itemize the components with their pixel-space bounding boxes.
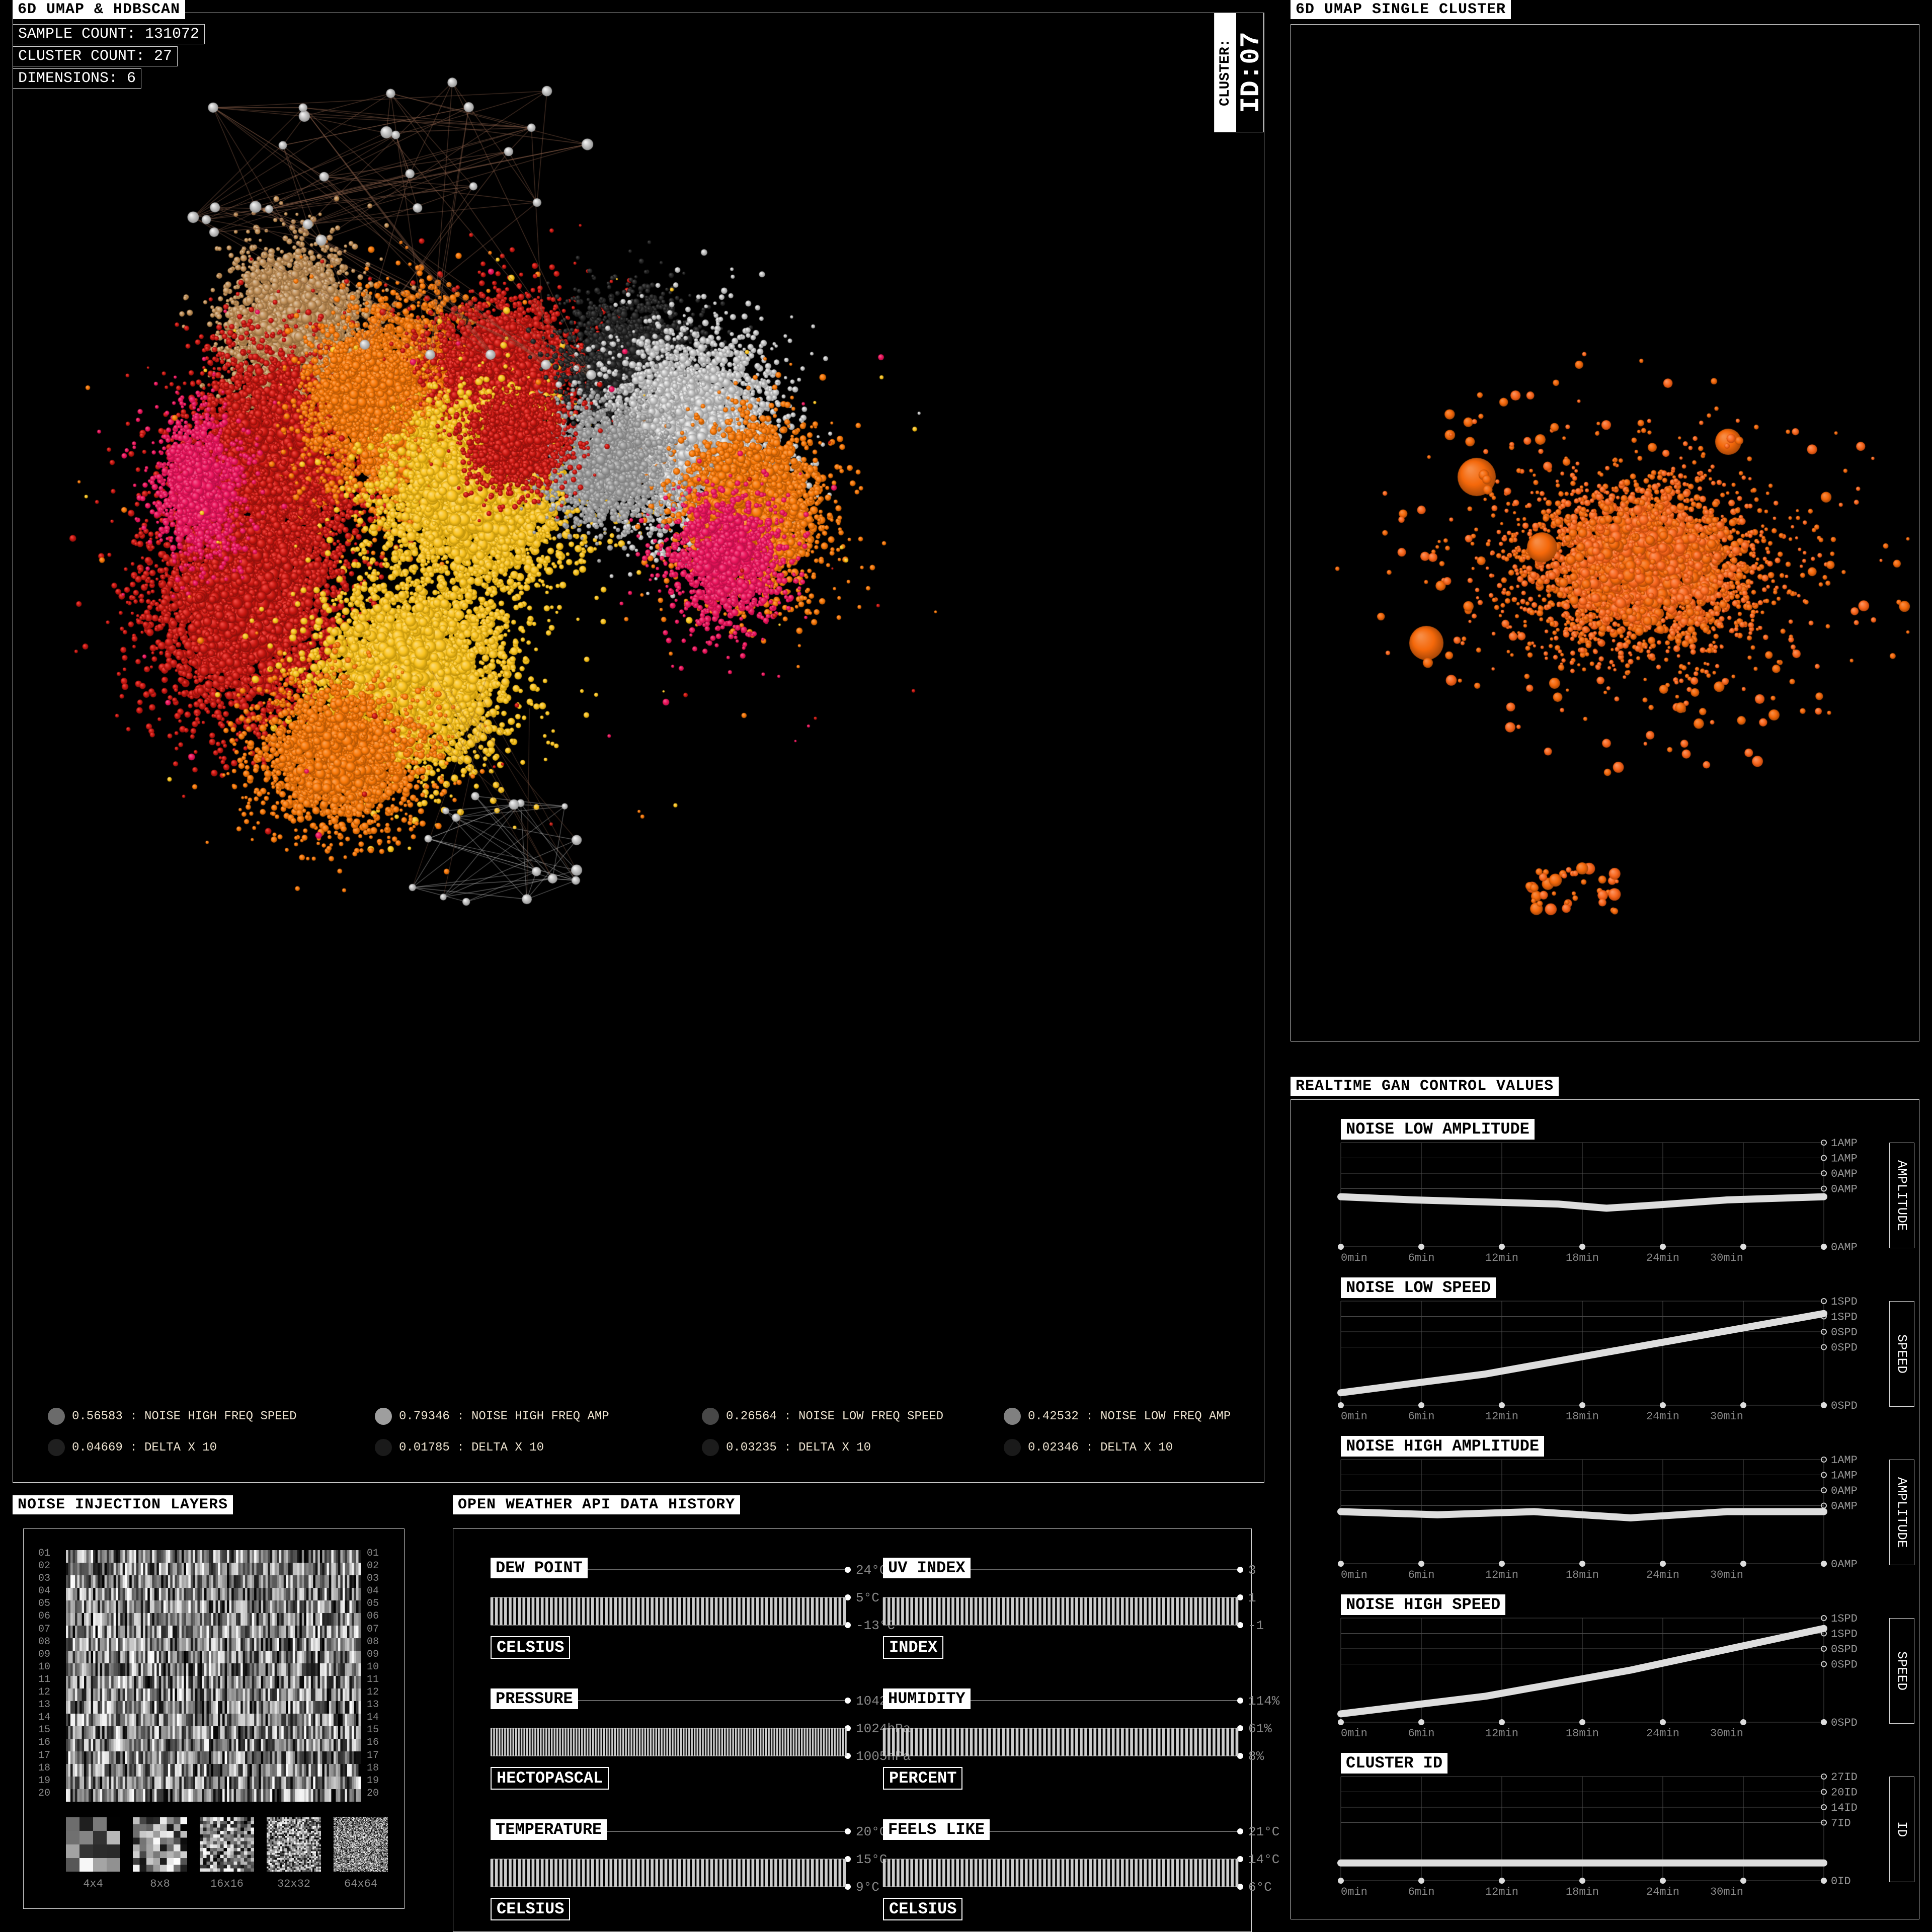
svg-text:18min: 18min: [1566, 1886, 1599, 1898]
svg-text:0SPD: 0SPD: [1831, 1342, 1858, 1354]
svg-text:0min: 0min: [1341, 1727, 1367, 1740]
svg-text:9°C: 9°C: [856, 1880, 879, 1895]
svg-text:0min: 0min: [1341, 1886, 1367, 1898]
svg-text:30min: 30min: [1710, 1410, 1743, 1423]
svg-text:1AMP: 1AMP: [1831, 1153, 1858, 1165]
svg-text:14ID: 14ID: [1831, 1802, 1858, 1814]
svg-text:0SPD: 0SPD: [1831, 1326, 1858, 1339]
svg-text:0min: 0min: [1341, 1569, 1367, 1581]
svg-text:27ID: 27ID: [1831, 1771, 1858, 1784]
svg-text:24min: 24min: [1646, 1569, 1679, 1581]
svg-text:12min: 12min: [1485, 1727, 1518, 1740]
svg-text:0SPD: 0SPD: [1831, 1717, 1858, 1729]
svg-text:18min: 18min: [1566, 1410, 1599, 1423]
svg-text:24min: 24min: [1646, 1727, 1679, 1740]
svg-text:1SPD: 1SPD: [1831, 1311, 1858, 1324]
svg-text:12min: 12min: [1485, 1569, 1518, 1581]
svg-text:1AMP: 1AMP: [1831, 1454, 1858, 1467]
svg-text:24min: 24min: [1646, 1410, 1679, 1423]
svg-text:24min: 24min: [1646, 1252, 1679, 1264]
svg-text:6min: 6min: [1408, 1886, 1435, 1898]
svg-text:1SPD: 1SPD: [1831, 1296, 1858, 1308]
svg-text:6min: 6min: [1408, 1252, 1435, 1264]
svg-text:12min: 12min: [1485, 1252, 1518, 1264]
svg-text:6min: 6min: [1408, 1410, 1435, 1423]
svg-text:30min: 30min: [1710, 1727, 1743, 1740]
svg-text:30min: 30min: [1710, 1569, 1743, 1581]
svg-text:0AMP: 0AMP: [1831, 1183, 1858, 1196]
svg-text:18min: 18min: [1566, 1569, 1599, 1581]
svg-text:8%: 8%: [1248, 1749, 1264, 1764]
svg-text:0AMP: 0AMP: [1831, 1500, 1858, 1513]
svg-text:0SPD: 0SPD: [1831, 1659, 1858, 1671]
svg-text:3: 3: [1248, 1563, 1256, 1578]
svg-text:20ID: 20ID: [1831, 1787, 1858, 1799]
svg-text:30min: 30min: [1710, 1886, 1743, 1898]
svg-text:0AMP: 0AMP: [1831, 1168, 1858, 1180]
svg-text:0SPD: 0SPD: [1831, 1400, 1858, 1412]
svg-text:12min: 12min: [1485, 1410, 1518, 1423]
svg-text:61%: 61%: [1248, 1721, 1272, 1736]
svg-text:5°C: 5°C: [856, 1590, 879, 1605]
svg-text:21°C: 21°C: [1248, 1824, 1279, 1839]
svg-text:7ID: 7ID: [1831, 1817, 1851, 1830]
svg-text:1AMP: 1AMP: [1831, 1137, 1858, 1150]
svg-text:114%: 114%: [1248, 1694, 1280, 1709]
svg-text:1: 1: [1248, 1590, 1256, 1605]
svg-text:0ID: 0ID: [1831, 1875, 1851, 1888]
svg-text:0min: 0min: [1341, 1252, 1367, 1264]
svg-text:6min: 6min: [1408, 1727, 1435, 1740]
svg-text:1AMP: 1AMP: [1831, 1470, 1858, 1482]
svg-text:1SPD: 1SPD: [1831, 1613, 1858, 1625]
svg-text:0AMP: 0AMP: [1831, 1485, 1858, 1497]
svg-text:18min: 18min: [1566, 1727, 1599, 1740]
svg-text:0AMP: 0AMP: [1831, 1241, 1858, 1254]
svg-text:6°C: 6°C: [1248, 1880, 1272, 1895]
svg-text:14°C: 14°C: [1248, 1852, 1279, 1867]
svg-text:0min: 0min: [1341, 1410, 1367, 1423]
svg-text:6min: 6min: [1408, 1569, 1435, 1581]
svg-text:12min: 12min: [1485, 1886, 1518, 1898]
svg-text:1SPD: 1SPD: [1831, 1628, 1858, 1641]
svg-text:24min: 24min: [1646, 1886, 1679, 1898]
svg-text:30min: 30min: [1710, 1252, 1743, 1264]
svg-text:0AMP: 0AMP: [1831, 1558, 1858, 1571]
svg-text:-1: -1: [1248, 1618, 1264, 1633]
svg-text:18min: 18min: [1566, 1252, 1599, 1264]
svg-text:0SPD: 0SPD: [1831, 1643, 1858, 1656]
